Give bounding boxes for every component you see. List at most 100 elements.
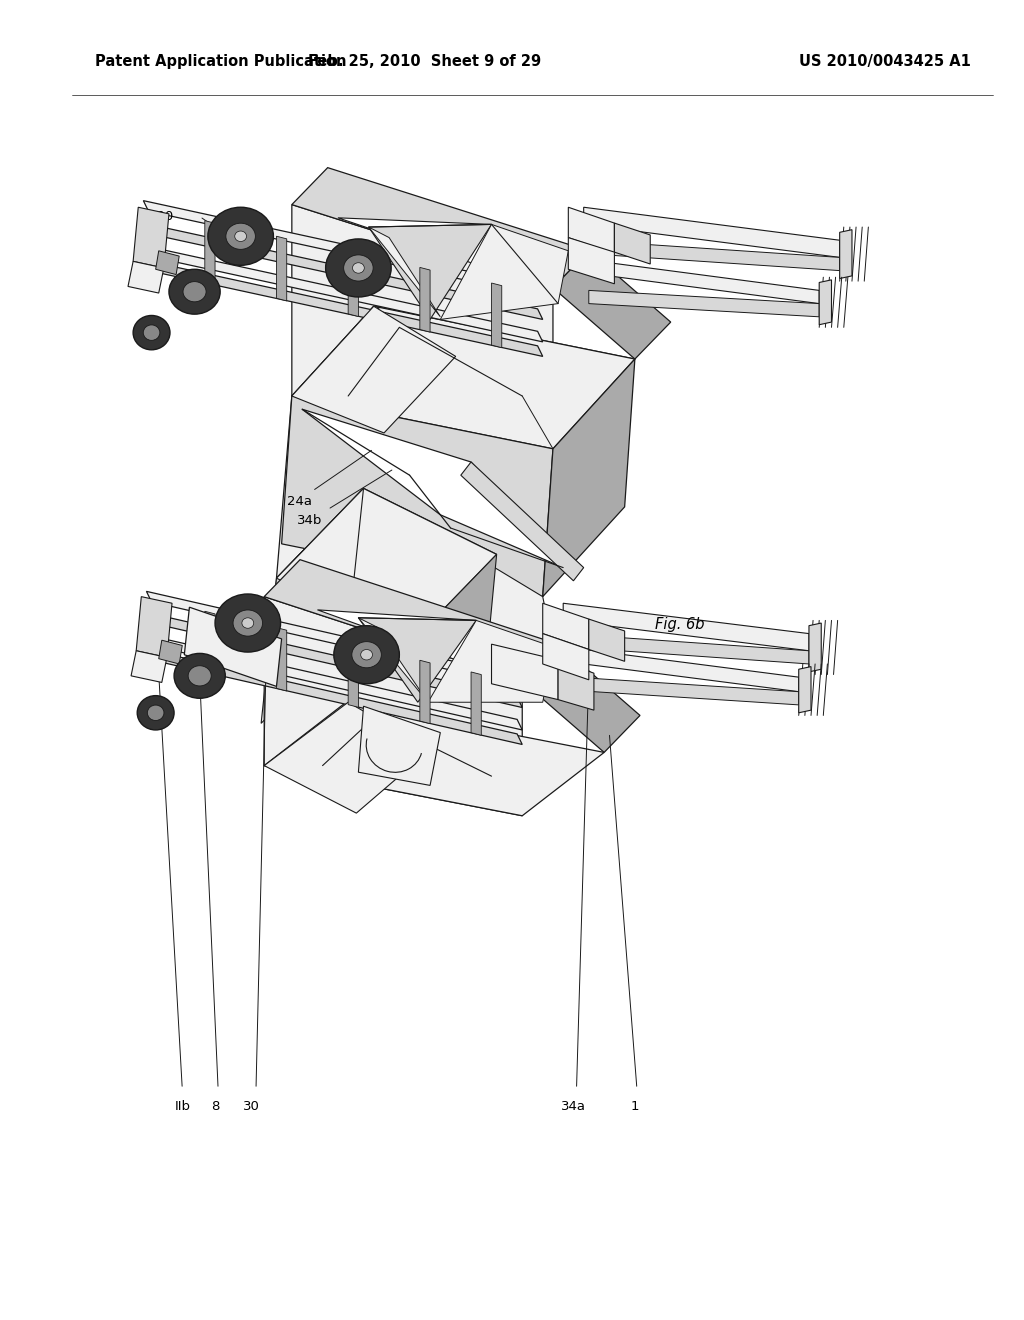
Polygon shape: [799, 667, 811, 713]
Polygon shape: [589, 290, 819, 317]
Polygon shape: [399, 554, 497, 752]
Text: US 2010/0043425 A1: US 2010/0043425 A1: [799, 54, 971, 69]
Polygon shape: [302, 409, 563, 568]
Text: 30: 30: [244, 1100, 260, 1113]
Text: 34b: 34b: [297, 513, 323, 527]
Polygon shape: [292, 306, 456, 433]
Polygon shape: [146, 649, 522, 744]
Polygon shape: [276, 488, 497, 644]
Polygon shape: [358, 706, 440, 785]
Polygon shape: [276, 306, 379, 578]
Polygon shape: [589, 619, 625, 661]
Polygon shape: [143, 260, 543, 356]
Polygon shape: [146, 635, 522, 730]
Ellipse shape: [147, 705, 164, 721]
Polygon shape: [317, 610, 522, 684]
Polygon shape: [264, 702, 604, 816]
Polygon shape: [563, 634, 809, 664]
Polygon shape: [146, 612, 522, 708]
Text: Patent Application Publication: Patent Application Publication: [95, 54, 347, 69]
Ellipse shape: [352, 263, 365, 273]
Ellipse shape: [360, 649, 373, 660]
Polygon shape: [348, 644, 358, 708]
Polygon shape: [584, 240, 840, 271]
Polygon shape: [420, 660, 430, 723]
Polygon shape: [261, 488, 364, 723]
Text: 200: 200: [148, 210, 174, 223]
Polygon shape: [143, 223, 543, 319]
Polygon shape: [146, 591, 522, 686]
Polygon shape: [492, 644, 558, 700]
Polygon shape: [369, 224, 492, 319]
Polygon shape: [156, 251, 179, 275]
Polygon shape: [809, 623, 821, 672]
Polygon shape: [276, 236, 287, 301]
Polygon shape: [128, 261, 164, 293]
Polygon shape: [553, 251, 671, 359]
Polygon shape: [840, 230, 852, 279]
Polygon shape: [292, 168, 589, 288]
Ellipse shape: [208, 207, 273, 265]
Polygon shape: [614, 223, 650, 264]
Ellipse shape: [226, 223, 255, 249]
Polygon shape: [358, 618, 428, 702]
Polygon shape: [420, 268, 430, 333]
Text: Feb. 25, 2010  Sheet 9 of 29: Feb. 25, 2010 Sheet 9 of 29: [308, 54, 542, 69]
Text: 1: 1: [631, 1100, 639, 1113]
Polygon shape: [573, 677, 799, 705]
Polygon shape: [205, 220, 215, 285]
Polygon shape: [369, 227, 440, 317]
Polygon shape: [461, 462, 584, 581]
Ellipse shape: [334, 626, 399, 684]
Polygon shape: [276, 627, 287, 690]
Text: Fig. 6b: Fig. 6b: [655, 616, 705, 632]
Polygon shape: [348, 252, 358, 317]
Polygon shape: [364, 488, 563, 697]
Polygon shape: [543, 603, 589, 649]
Ellipse shape: [352, 642, 381, 668]
Polygon shape: [276, 488, 497, 644]
Polygon shape: [440, 224, 568, 319]
Polygon shape: [558, 660, 594, 710]
Ellipse shape: [133, 315, 170, 350]
Polygon shape: [584, 207, 840, 257]
Polygon shape: [205, 611, 215, 675]
Ellipse shape: [234, 231, 247, 242]
Ellipse shape: [344, 255, 373, 281]
Polygon shape: [428, 620, 553, 702]
Polygon shape: [543, 359, 635, 597]
Ellipse shape: [215, 594, 281, 652]
Polygon shape: [492, 282, 502, 347]
Polygon shape: [131, 651, 167, 682]
Polygon shape: [136, 597, 172, 657]
Text: IIb: IIb: [174, 1100, 190, 1113]
Polygon shape: [358, 618, 476, 702]
Ellipse shape: [183, 281, 206, 302]
Polygon shape: [159, 640, 182, 664]
Polygon shape: [568, 207, 614, 253]
Polygon shape: [292, 306, 635, 449]
Polygon shape: [264, 597, 522, 816]
Ellipse shape: [143, 325, 160, 341]
Polygon shape: [568, 238, 614, 284]
Polygon shape: [143, 201, 543, 297]
Polygon shape: [522, 644, 640, 752]
Polygon shape: [819, 280, 831, 325]
Polygon shape: [264, 702, 430, 813]
Polygon shape: [184, 607, 282, 686]
Polygon shape: [573, 648, 799, 692]
Ellipse shape: [326, 239, 391, 297]
Polygon shape: [266, 578, 410, 752]
Polygon shape: [143, 246, 543, 342]
Ellipse shape: [188, 665, 211, 686]
Polygon shape: [471, 672, 481, 735]
Polygon shape: [338, 218, 553, 290]
Text: 24a: 24a: [287, 495, 311, 508]
Polygon shape: [563, 603, 809, 651]
Polygon shape: [543, 634, 589, 680]
Polygon shape: [264, 560, 558, 681]
Polygon shape: [589, 260, 819, 304]
Ellipse shape: [174, 653, 225, 698]
Text: 8: 8: [211, 1100, 219, 1113]
Polygon shape: [292, 306, 635, 449]
